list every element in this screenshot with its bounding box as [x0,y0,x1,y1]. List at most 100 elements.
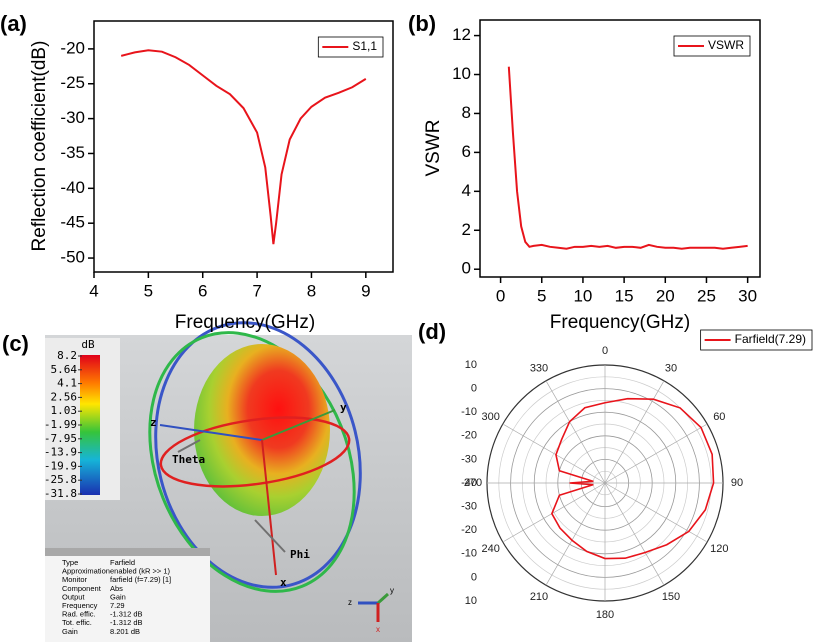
r-tick-label: 10 [465,359,477,371]
r-tick-label: -10 [461,548,477,560]
r-tick-label: 10 [465,595,477,607]
y-tick-label: 0 [462,259,471,278]
panel-label: (b) [408,11,436,36]
info-key: Tot. effic. [62,618,92,627]
y-tick-label: -30 [60,108,85,127]
theta-ring [148,331,356,593]
theta-arrow [177,439,201,453]
y-tick-label: 6 [462,142,471,161]
triad-label: z [348,598,352,607]
theta-tick-label: 300 [482,411,500,423]
info-header [45,548,210,556]
x-axis-title: Frequency(GHz) [175,312,315,333]
panel-label: (d) [418,319,446,344]
y-tick-label: 8 [462,103,471,122]
info-key: Monitor [62,575,88,584]
colorbar-tick-label: -19.9 [44,459,77,472]
info-value: 8.201 dB [110,627,140,636]
x-tick-label: 15 [615,286,634,305]
info-value: 7.29 [110,601,125,610]
spoke [604,423,708,484]
r-tick-label: 0 [471,571,477,583]
spoke [604,482,665,586]
colorbar [80,355,100,495]
y-tick-label: 4 [462,181,471,200]
spoke [604,380,665,484]
radiation-pattern [194,344,330,516]
axis-label: Phi [290,548,310,561]
info-key: Component [62,584,102,593]
info-key: Approximation [62,567,110,576]
phi-arrow [254,519,286,553]
x-tick-label: 4 [89,281,98,300]
axis-label: x [280,576,287,589]
plot-frame [93,20,394,273]
x-tick-label: 0 [496,286,505,305]
x-axis-arrow [261,439,277,576]
y-tick-label: -50 [60,248,85,267]
x-tick-label: 30 [738,286,757,305]
legend-box [700,329,813,351]
legend-label: VSWR [708,38,744,52]
colorbar-tick-label: -13.9 [44,446,77,459]
colorbar-tick-label: 5.64 [51,363,78,376]
x-tick-label: 7 [252,281,261,300]
info-value: -1.312 dB [110,610,143,619]
r-tick-label: -30 [461,453,477,465]
data-line [120,49,367,245]
x-tick-label: 9 [361,281,370,300]
x-tick-label: 6 [198,281,207,300]
axis-label: z [150,416,157,429]
r-tick-label: -40 [461,477,477,489]
legend-box [317,36,384,58]
r-tick-label: -20 [461,430,477,442]
spoke [502,423,606,484]
theta-tick-label: 120 [710,543,728,555]
spoke [545,380,606,484]
info-key: Gain [62,627,78,636]
y-tick-label: -35 [60,143,85,162]
z-axis-arrow [159,424,263,441]
y-tick-label: -40 [60,178,85,197]
info-key: Rad. effic. [62,610,96,619]
cut-ring [159,416,351,488]
plot-frame [479,19,761,278]
y-tick-label: 12 [452,25,471,44]
panel-label: (c) [2,331,29,356]
spoke [502,482,606,543]
info-value: Gain [110,592,126,601]
theta-tick-label: 30 [665,363,677,375]
info-value: -1.312 dB [110,618,143,627]
x-tick-label: 5 [537,286,546,305]
info-value: Abs [110,584,123,593]
colorbar-tick-label: -25.8 [44,473,77,486]
theta-tick-label: 330 [530,363,548,375]
colorbar-tick-label: 8.2 [57,349,77,362]
r-tick-label: -20 [461,524,477,536]
colorbar-tick-label: 2.56 [51,390,78,403]
theta-tick-label: 180 [596,609,614,621]
info-key: Type [62,558,78,567]
farfield-render: y z x Theta Phi z y x dB [45,321,412,642]
info-key: Output [62,592,85,601]
y-tick-label: 2 [462,220,471,239]
axis-label: y [340,401,347,414]
y-tick-label: -20 [60,38,85,57]
info-panel [45,548,210,642]
theta-tick-label: 150 [662,591,680,603]
colorbar-tick-label: 4.1 [57,377,77,390]
colorbar-title: dB [81,338,95,351]
x-tick-label: 20 [656,286,675,305]
colorbar-tick-label: -1.99 [44,418,77,431]
info-value: enabled (kR >> 1) [110,567,171,576]
x-axis-title: Frequency(GHz) [550,312,690,333]
colorbar-tick-label: -7.95 [44,432,77,445]
spoke [604,482,708,543]
panel-label: (a) [0,11,27,36]
r-tick-label: 0 [471,383,477,395]
x-tick-label: 5 [144,281,153,300]
y-axis-arrow [261,409,336,441]
x-tick-label: 10 [573,286,592,305]
y-axis-title: Reflection coefficient(dB) [29,41,50,252]
